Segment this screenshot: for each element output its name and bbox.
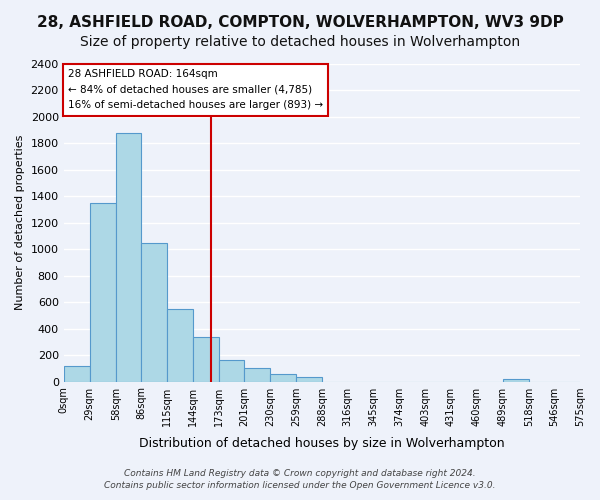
Bar — [116, 133, 141, 382]
Y-axis label: Number of detached properties: Number of detached properties — [15, 135, 25, 310]
Text: Contains HM Land Registry data © Crown copyright and database right 2024.
Contai: Contains HM Land Registry data © Crown c… — [104, 468, 496, 490]
Text: 28, ASHFIELD ROAD, COMPTON, WOLVERHAMPTON, WV3 9DP: 28, ASHFIELD ROAD, COMPTON, WOLVERHAMPTO… — [37, 15, 563, 30]
X-axis label: Distribution of detached houses by size in Wolverhampton: Distribution of detached houses by size … — [139, 437, 505, 450]
Bar — [503, 379, 529, 382]
Text: Size of property relative to detached houses in Wolverhampton: Size of property relative to detached ho… — [80, 35, 520, 49]
Bar — [64, 366, 90, 382]
Bar — [193, 337, 219, 382]
Bar — [141, 242, 167, 382]
Text: 28 ASHFIELD ROAD: 164sqm
← 84% of detached houses are smaller (4,785)
16% of sem: 28 ASHFIELD ROAD: 164sqm ← 84% of detach… — [68, 69, 323, 110]
Bar — [167, 309, 193, 382]
Bar — [219, 360, 244, 382]
Bar — [244, 368, 270, 382]
Bar — [90, 203, 116, 382]
Bar — [296, 377, 322, 382]
Bar — [270, 374, 296, 382]
